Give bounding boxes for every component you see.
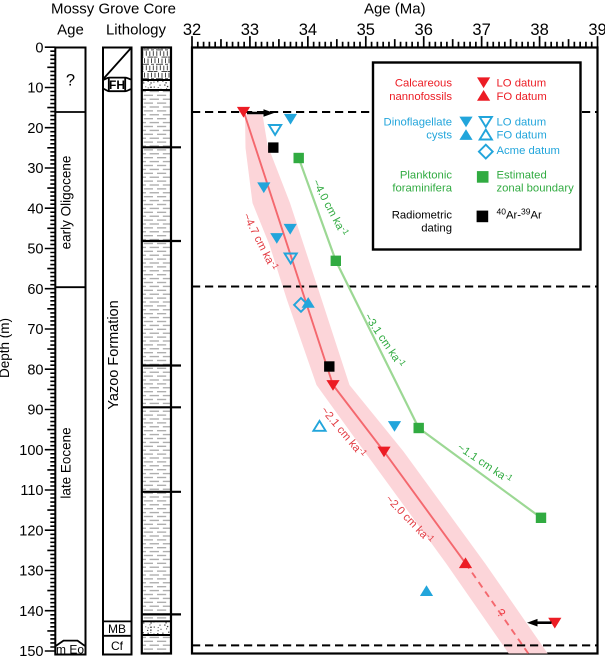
svg-text:50: 50 [27, 242, 43, 258]
svg-text:30: 30 [27, 161, 43, 177]
svg-text:39: 39 [588, 21, 605, 39]
svg-text:Estimated: Estimated [497, 170, 547, 182]
svg-text:m Eo: m Eo [56, 643, 84, 657]
svg-text:34: 34 [299, 21, 317, 39]
svg-text:Mossy Grove Core: Mossy Grove Core [51, 1, 176, 18]
svg-text:MB: MB [108, 622, 126, 636]
svg-text:Depth (m): Depth (m) [0, 318, 12, 378]
svg-text:Planktonic: Planktonic [400, 170, 452, 182]
svg-text:0: 0 [35, 40, 43, 56]
svg-text:foraminifera: foraminifera [392, 183, 452, 195]
svg-text:37: 37 [472, 21, 490, 39]
svg-text:Lithology: Lithology [106, 22, 167, 39]
svg-text:120: 120 [19, 523, 43, 539]
svg-text:FO datum: FO datum [497, 91, 547, 103]
svg-text:late Eocene: late Eocene [59, 427, 74, 498]
svg-text:36: 36 [415, 21, 433, 39]
svg-text:130: 130 [19, 564, 43, 580]
svg-text:110: 110 [20, 483, 43, 499]
svg-text:32: 32 [183, 21, 201, 39]
svg-text:LO datum: LO datum [497, 117, 547, 129]
svg-text:100: 100 [19, 443, 43, 459]
svg-text:nannofossils: nannofossils [389, 91, 452, 103]
svg-text:Cf: Cf [111, 639, 124, 653]
svg-text:38: 38 [530, 21, 548, 39]
svg-text:FO datum: FO datum [497, 130, 547, 142]
svg-text:dating: dating [421, 223, 452, 235]
svg-text:early Oligocene: early Oligocene [59, 156, 74, 250]
svg-text:70: 70 [27, 322, 43, 338]
svg-text:?: ? [66, 72, 75, 90]
svg-text:Radiometric: Radiometric [392, 210, 453, 222]
svg-text:40: 40 [27, 201, 43, 217]
svg-text:cysts: cysts [426, 130, 452, 142]
svg-text:35: 35 [357, 21, 375, 39]
svg-text:33: 33 [241, 21, 259, 39]
svg-text:60: 60 [27, 282, 43, 298]
svg-text:Yazoo Formation: Yazoo Formation [106, 300, 122, 409]
svg-text:150: 150 [19, 644, 43, 657]
svg-text:140: 140 [19, 604, 43, 620]
svg-text:20: 20 [27, 121, 43, 137]
svg-text:Dinoflagellate: Dinoflagellate [384, 117, 452, 129]
svg-text:Age: Age [57, 22, 84, 39]
svg-text:Acme datum: Acme datum [497, 145, 560, 157]
svg-text:FH: FH [109, 78, 125, 92]
svg-text:LO datum: LO datum [497, 78, 547, 90]
svg-text:10: 10 [27, 81, 43, 97]
svg-text:Age (Ma): Age (Ma) [364, 1, 426, 18]
svg-text:90: 90 [27, 403, 43, 419]
svg-text:80: 80 [27, 362, 43, 378]
svg-text:Calcareous: Calcareous [395, 78, 452, 90]
svg-text:40Ar-39Ar: 40Ar-39Ar [497, 207, 543, 222]
svg-text:zonal boundary: zonal boundary [497, 183, 575, 195]
